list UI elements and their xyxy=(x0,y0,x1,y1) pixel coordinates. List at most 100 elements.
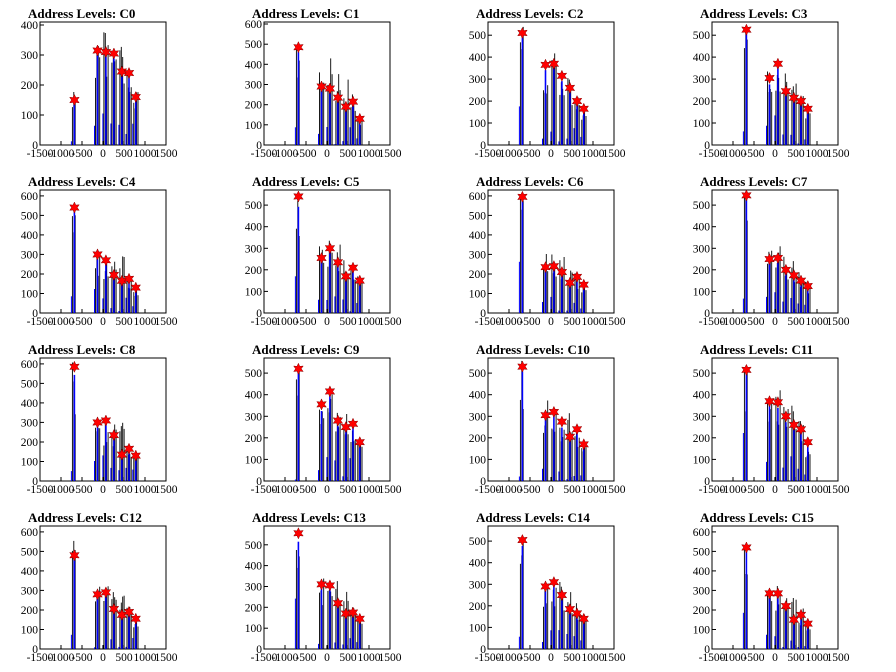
peak-marker xyxy=(802,102,814,115)
x-tick-label: -1500 xyxy=(475,484,502,496)
peak-marker xyxy=(293,527,304,540)
y-tick-label: 0 xyxy=(32,140,38,152)
peak-marker xyxy=(788,418,800,432)
plot-frame xyxy=(487,357,615,482)
peak-marker xyxy=(347,606,359,619)
peak-marker xyxy=(571,423,583,436)
chart-panel: Address Levels: C15 0 100 200 300 400 500 600 -1… xyxy=(693,510,850,664)
peak-marker xyxy=(123,605,135,619)
x-tick-label: 1500 xyxy=(155,484,178,496)
peak-marker xyxy=(354,612,366,625)
y-tick-label: 500 xyxy=(245,368,263,380)
peak-marker xyxy=(92,44,103,57)
peak-marker xyxy=(795,423,807,436)
plot-frame xyxy=(711,357,839,482)
peak-marker xyxy=(100,254,112,267)
y-tick-label: 400 xyxy=(21,398,39,410)
x-tick-label: 1500 xyxy=(155,316,178,328)
x-tick-label: -1500 xyxy=(475,316,502,328)
x-tick-label: 0 xyxy=(324,484,330,496)
peak-marker xyxy=(741,541,752,554)
x-tick-label: 1500 xyxy=(379,484,402,496)
x-tick-label: -500 xyxy=(519,652,540,664)
y-tick-label: 500 xyxy=(245,200,263,212)
x-tick-label: 500 xyxy=(563,484,581,496)
peak-marker xyxy=(92,588,103,601)
chart-title: Address Levels: C1 xyxy=(252,6,359,21)
chart-title: Address Levels: C9 xyxy=(252,342,360,357)
x-tick-label: 0 xyxy=(100,316,106,328)
x-tick-label: 500 xyxy=(787,652,805,664)
x-tick-label: 1000 xyxy=(134,316,157,328)
peak-marker xyxy=(556,69,568,82)
peak-marker xyxy=(354,436,366,449)
y-tick-label: 100 xyxy=(693,286,711,298)
y-tick-label: 200 xyxy=(21,605,39,617)
peak-marker xyxy=(564,81,576,95)
y-tick-label: 500 xyxy=(21,546,39,558)
peak-marker xyxy=(108,602,120,616)
y-tick-label: 0 xyxy=(256,140,262,152)
x-tick-label: 1000 xyxy=(806,652,829,664)
x-tick-label: -1000 xyxy=(48,148,75,160)
x-tick-label: 1000 xyxy=(806,484,829,496)
x-tick-label: 1500 xyxy=(379,148,402,160)
y-tick-label: 300 xyxy=(469,411,487,423)
peak-marker xyxy=(100,414,112,427)
y-tick-label: 300 xyxy=(693,585,711,597)
chart-title: Address Levels: C13 xyxy=(252,510,366,525)
chart-title: Address Levels: C5 xyxy=(252,174,360,189)
peak-marker xyxy=(100,45,112,59)
peak-marker xyxy=(780,85,792,98)
chart-panel: Address Levels: C13 0 100 200 300 400 500 -1500… xyxy=(245,510,402,664)
y-tick-label: 100 xyxy=(469,289,487,301)
peak-marker xyxy=(316,398,327,411)
chart-panel: Address Levels: C50100200300400500-1500-… xyxy=(245,174,402,328)
y-tick-label: 500 xyxy=(469,536,487,548)
y-tick-label: 400 xyxy=(245,59,263,71)
peak-marker xyxy=(316,251,327,265)
y-tick-label: 100 xyxy=(469,454,487,466)
peak-marker xyxy=(347,417,359,430)
x-tick-label: 500 xyxy=(563,652,581,664)
chart-title: Address Levels: C6 xyxy=(476,174,584,189)
chart-panel: Address Levels: C70100200300400500-1500-… xyxy=(693,174,850,328)
x-tick-label: -1500 xyxy=(27,652,54,664)
peak-marker xyxy=(324,385,336,398)
chart-panel: Address Levels: C11 0 100 200 300 400 500 -1500… xyxy=(693,342,850,496)
x-tick-label: -1000 xyxy=(48,484,75,496)
y-tick-label: 0 xyxy=(256,644,262,656)
y-tick-label: 0 xyxy=(704,644,710,656)
chart-panel: Address Levels: C30100200300400500-1500-… xyxy=(693,6,850,160)
plot-frame xyxy=(711,525,839,650)
x-tick-label: -500 xyxy=(295,148,316,160)
x-tick-label: -1500 xyxy=(251,484,278,496)
x-tick-label: -500 xyxy=(743,316,764,328)
x-tick-label: -1000 xyxy=(48,652,75,664)
peak-marker xyxy=(548,57,560,70)
x-tick-label: -1500 xyxy=(27,316,54,328)
peak-marker xyxy=(340,270,352,283)
x-tick-label: -1500 xyxy=(27,148,54,160)
x-tick-label: 1000 xyxy=(582,148,605,160)
y-tick-label: 100 xyxy=(469,622,487,634)
y-tick-label: 0 xyxy=(704,140,710,152)
chart-panel: Address Levels: C12 0 100 200 300 400 500 600 -1… xyxy=(21,510,178,664)
y-tick-label: 0 xyxy=(480,644,486,656)
peak-marker xyxy=(802,279,814,293)
y-tick-label: 300 xyxy=(693,243,711,255)
peak-marker xyxy=(108,268,120,281)
x-tick-label: -500 xyxy=(519,316,540,328)
peak-marker xyxy=(741,363,752,377)
peak-marker xyxy=(69,360,80,373)
peak-marker xyxy=(564,602,576,616)
peak-marker xyxy=(324,242,336,255)
chart-title: Address Levels: C14 xyxy=(476,510,590,525)
x-tick-label: -1500 xyxy=(251,316,278,328)
peak-marker xyxy=(130,281,142,294)
x-tick-label: -500 xyxy=(71,652,92,664)
peak-marker xyxy=(347,261,359,274)
y-tick-label: 300 xyxy=(245,243,263,255)
y-tick-label: 200 xyxy=(693,265,711,277)
y-tick-label: 500 xyxy=(693,368,711,380)
